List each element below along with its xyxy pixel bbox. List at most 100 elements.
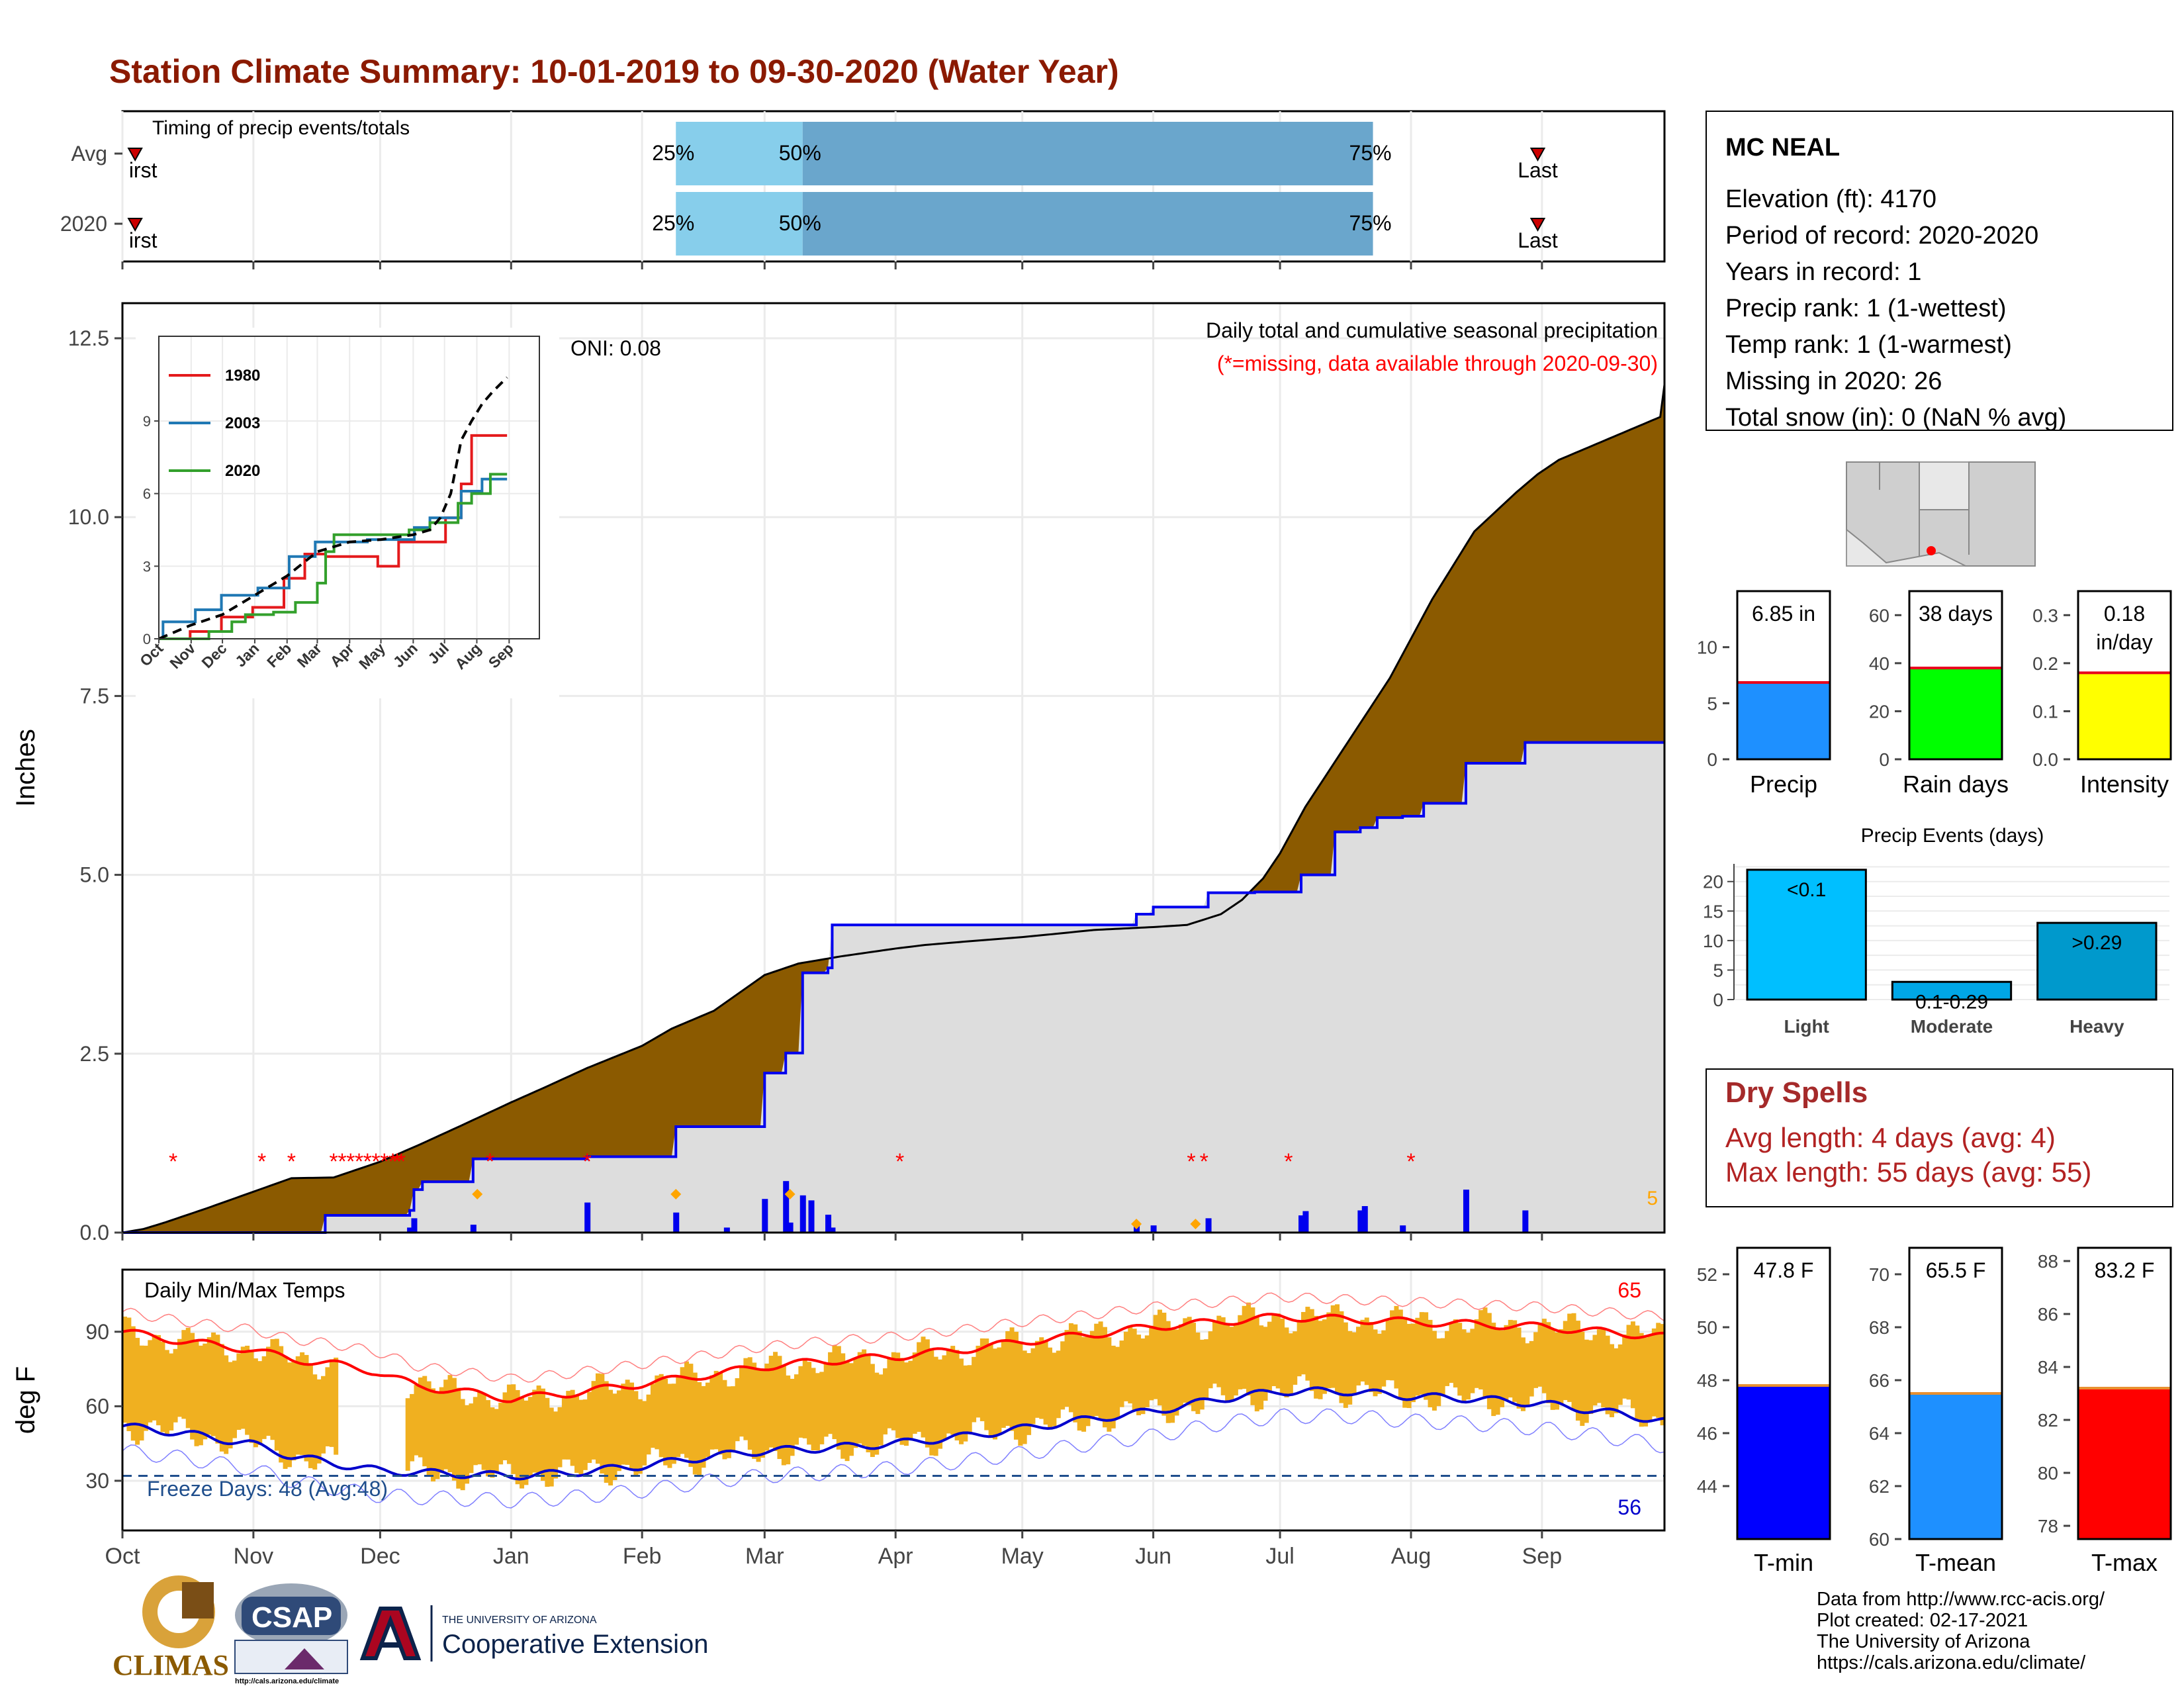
daily-precip-bar: [825, 1214, 832, 1233]
daily-temp-range-bar: [1516, 1327, 1522, 1409]
daily-temp-range-bar: [752, 1362, 757, 1459]
daily-temp-range-bar: [963, 1365, 968, 1442]
daily-temp-range-bar: [1068, 1323, 1073, 1413]
daily-temp-range-bar: [1575, 1321, 1580, 1421]
daily-temp-range-bar: [456, 1387, 461, 1489]
precip-ytick-label: 5.0: [80, 863, 109, 887]
daily-temp-range-bar: [236, 1353, 242, 1430]
daily-temp-range-bar: [1115, 1346, 1120, 1419]
gauge-ytick-label: 52: [1697, 1264, 1717, 1285]
daily-temp-range-bar: [1149, 1325, 1154, 1401]
daily-temp-range-bar: [1424, 1312, 1429, 1400]
gauge-outline-rain-days-gauge: [1908, 590, 2003, 761]
daily-temp-range-bar: [308, 1364, 313, 1468]
inset-average-line: [158, 376, 508, 640]
daily-temp-range-bar: [1445, 1331, 1450, 1386]
daily-temp-range-bar: [274, 1338, 279, 1451]
daily-precip-bar: [829, 1227, 836, 1233]
gauge-bar-rain-days-gauge: [1910, 668, 2001, 759]
daily-temp-range-bar: [1567, 1313, 1572, 1402]
snow-marker: [472, 1189, 483, 1199]
daily-temp-range-bar: [972, 1356, 977, 1423]
daily-temp-range-bar: [1161, 1313, 1167, 1416]
daily-temp-range-bar: [1326, 1312, 1332, 1389]
missing-marker: *: [330, 1149, 338, 1174]
missing-marker: *: [388, 1149, 397, 1174]
page-title: Station Climate Summary: 10-01-2019 to 0…: [109, 53, 1119, 90]
station-period: Period of record: 2020-2020: [1725, 222, 2038, 250]
daily-temp-range-bar: [304, 1354, 309, 1462]
daily-temp-range-bar: [663, 1378, 668, 1466]
daily-temp-range-bar: [659, 1374, 664, 1458]
daily-precip-bar: [411, 1218, 418, 1233]
daily-temp-range-bar: [1225, 1323, 1230, 1402]
daily-temp-range-bar: [1208, 1331, 1213, 1389]
daily-temp-range-bar: [130, 1326, 136, 1441]
timing-band-early: [676, 192, 803, 256]
daily-temp-range-bar: [1301, 1311, 1306, 1375]
footer-url: https://cals.arizona.edu/climate/: [1817, 1652, 2086, 1673]
daily-temp-range-bar: [841, 1353, 846, 1459]
precip-gauges: 0 5 10 6.85 in Precip 0 20 40 60 38 days Rain days…: [1697, 590, 2172, 798]
daily-temp-range-bar: [988, 1344, 993, 1438]
daily-temp-range-bar: [600, 1374, 605, 1474]
daily-temp-range-bar: [291, 1362, 296, 1461]
daily-precip-bar: [407, 1227, 414, 1233]
daily-temp-range-bar: [979, 1338, 985, 1421]
gauge-ytick-label: 48: [1697, 1370, 1717, 1391]
daily-temp-range-bar: [540, 1388, 545, 1481]
precip-ytick-label: 0.0: [80, 1221, 109, 1244]
daily-temp-range-bar: [553, 1411, 559, 1479]
gauge-ytick-label: 64: [1869, 1423, 1889, 1444]
events-ytick-label: 5: [1713, 960, 1723, 980]
events-bar-light: [1746, 868, 1867, 1001]
precip-ytick-label: 2.5: [80, 1042, 109, 1066]
daily-temp-range-bar: [418, 1377, 423, 1458]
daily-temp-range-bar: [908, 1360, 913, 1441]
daily-temp-range-bar: [295, 1356, 300, 1455]
gauge-bar-precip-gauge: [1738, 682, 1829, 759]
gauge-ytick-label: 50: [1697, 1317, 1717, 1338]
missing-marker: *: [363, 1149, 372, 1174]
daily-temp-range-bar: [224, 1355, 229, 1454]
timing-band-early: [676, 122, 803, 185]
missing-marker: *: [380, 1149, 388, 1174]
daily-temp-range-bar: [1541, 1319, 1547, 1393]
daily-temp-range-bar: [954, 1350, 960, 1440]
footer-university: The University of Arizona: [1817, 1631, 2030, 1652]
gauge-ytick-label: 70: [1869, 1264, 1889, 1285]
daily-temp-range-bar: [156, 1335, 161, 1426]
temp-ytick-label: 90: [85, 1320, 109, 1344]
gauge-value-label: 83.2 F: [2095, 1258, 2155, 1282]
daily-temp-range-bar: [1233, 1324, 1238, 1396]
daily-temp-range-bar: [511, 1384, 516, 1474]
inset-series-line-2003: [159, 477, 508, 640]
daily-temp-range-bar: [532, 1389, 537, 1473]
daily-temp-range-bar: [465, 1405, 470, 1484]
daily-temp-range-bar: [1356, 1327, 1361, 1385]
snow-marker: [670, 1189, 682, 1199]
daily-temp-range-bar: [527, 1397, 533, 1478]
daily-temp-range-bar: [1351, 1332, 1357, 1395]
daily-precip-bar: [673, 1212, 680, 1233]
last-event-label: Last: [1518, 158, 1558, 182]
daily-temp-range-bar: [739, 1366, 744, 1437]
daily-precip-bar: [799, 1195, 806, 1233]
missing-marker: *: [392, 1149, 401, 1174]
daily-temp-range-bar: [1212, 1321, 1217, 1384]
timing-p50: 50%: [779, 211, 821, 235]
daily-temp-range-bar: [557, 1407, 563, 1468]
daily-temp-range-bar: [828, 1352, 833, 1434]
daily-temp-range-bar: [211, 1332, 216, 1436]
daily-temp-range-bar: [185, 1327, 191, 1429]
daily-temp-range-bar: [1309, 1309, 1314, 1391]
daily-temp-range-bar: [300, 1352, 305, 1456]
inset-ytick-label: 9: [143, 413, 151, 430]
daily-temp-range-bar: [1064, 1330, 1069, 1407]
precip-ytick-label: 10.0: [68, 505, 109, 529]
gauge-ytick-label: 68: [1869, 1317, 1889, 1338]
daily-temp-range-bar: [1314, 1315, 1319, 1399]
daily-temp-range-bar: [1614, 1348, 1619, 1413]
daily-temp-range-bar: [1271, 1315, 1277, 1386]
